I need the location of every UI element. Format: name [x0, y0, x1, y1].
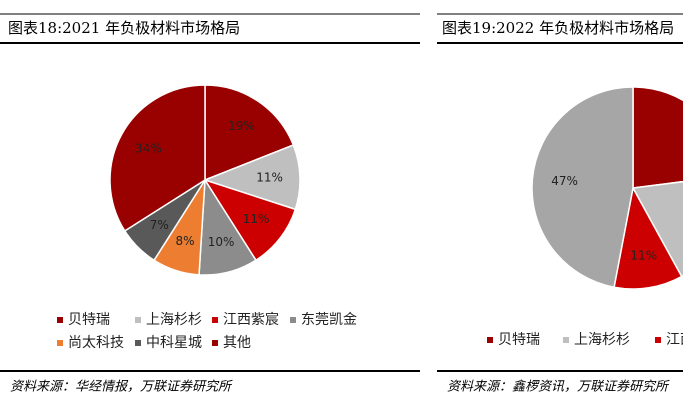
slice-label: 11% [630, 248, 657, 262]
legend-label: 其他 [223, 335, 251, 351]
legend-label: 东莞凯金 [301, 312, 357, 328]
slice-label: 8% [176, 234, 195, 248]
slice-label: 34% [135, 141, 162, 155]
legend-swatch [57, 340, 63, 346]
legend-label: 江西紫宸 [223, 311, 279, 328]
legend-swatch [135, 340, 141, 346]
legend-swatch [212, 340, 218, 346]
legend-swatch [57, 317, 63, 323]
slice-label: 10% [208, 235, 235, 249]
pie-slice [632, 86, 683, 189]
slice-label: 47% [551, 174, 578, 188]
legend-label: 江西紫宸 [666, 331, 683, 348]
legend-label: 中科星城 [146, 335, 202, 351]
legend-swatch [212, 317, 218, 323]
legend-swatch [290, 317, 296, 323]
legend-label: 上海杉杉 [146, 312, 202, 328]
slice-label: 11% [243, 212, 270, 226]
slice-label: 19% [228, 119, 255, 133]
source-note: 资料来源：华经情报，万联证券研究所 [10, 379, 233, 395]
pie-slice [202, 144, 301, 211]
pie-slice [613, 185, 683, 290]
legend-swatch [563, 337, 569, 343]
pie-slice [631, 180, 683, 278]
legend-label: 尚太科技 [68, 335, 124, 351]
chart-title: 图表19:2022 年负极材料市场格局 [442, 19, 674, 37]
slice-label: 7% [150, 218, 169, 232]
slice-label: 11% [256, 170, 283, 184]
source-note: 资料来源：鑫椤资讯，万联证券研究所 [447, 379, 670, 395]
legend-label: 贝特瑞 [498, 332, 540, 348]
pie-slice [531, 86, 634, 289]
legend-swatch [487, 337, 493, 343]
legend-label: 贝特瑞 [68, 312, 110, 328]
legend-swatch [135, 317, 141, 323]
legend-swatch [655, 337, 661, 343]
chart-title: 图表18:2021 年负极材料市场格局 [8, 19, 240, 37]
pie-slice [204, 84, 295, 182]
pie-slice [203, 178, 297, 262]
pie-slice [109, 84, 206, 232]
legend-label: 上海杉杉 [574, 332, 630, 348]
